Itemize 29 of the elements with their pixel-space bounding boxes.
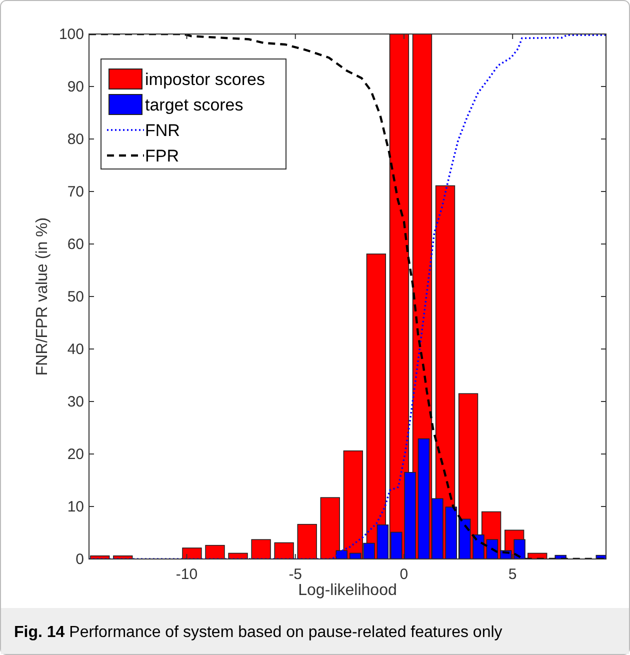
bar: [297, 524, 317, 559]
x-tick-label: -5: [288, 566, 302, 583]
y-tick-label: 100: [58, 26, 84, 43]
bar: [205, 544, 225, 559]
y-tick-label: 20: [67, 446, 84, 463]
legend-label: FNR: [145, 121, 180, 140]
y-tick-label: 90: [67, 78, 84, 96]
legend-label: impostor scores: [145, 70, 265, 89]
legend-label: FPR: [145, 146, 179, 166]
y-tick-label: 70: [67, 184, 84, 200]
x-tick-label: -10: [176, 566, 198, 583]
caption: Fig. 14 Performance of system based on pause-related features only: [14, 624, 502, 641]
y-tick-label: 80: [67, 131, 84, 148]
x-axis-title: Log-likelihood: [298, 582, 397, 599]
x-tick-label: 0: [400, 566, 408, 583]
legend-label: target scores: [145, 96, 244, 114]
bar: [274, 542, 294, 559]
y-tick-label: 10: [67, 498, 84, 516]
bar: [366, 254, 386, 559]
y-tick-label: 40: [67, 341, 84, 358]
y-tick-label: 60: [67, 236, 84, 253]
line-series: [89, 34, 606, 559]
x-tick-label: 5: [508, 566, 517, 583]
bar: [182, 548, 202, 559]
y-tick-label: 50: [67, 288, 84, 306]
y-tick-label: 0: [76, 551, 84, 568]
y-tick-label: 30: [67, 394, 84, 410]
bar: [251, 539, 271, 559]
y-axis-title: FNR/FPR value (in %): [34, 217, 51, 376]
